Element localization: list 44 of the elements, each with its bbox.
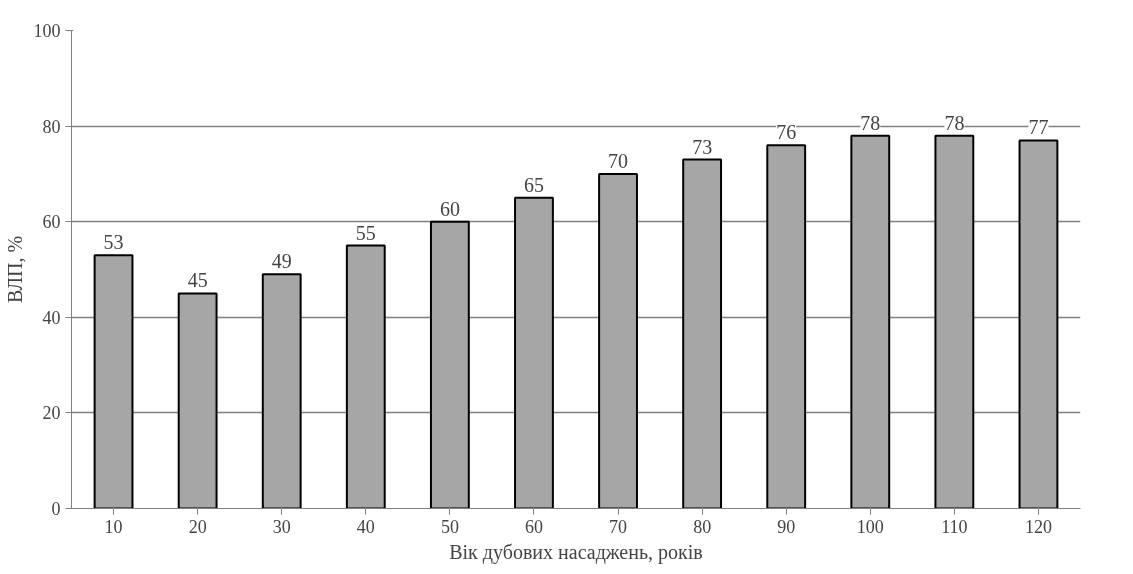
bar [934,134,975,509]
data-label: 53 [103,231,124,254]
x-tick-label: 20 [188,516,207,537]
x-tick-label: 70 [609,516,628,537]
bar [345,244,386,509]
bar [514,196,554,509]
data-label: 49 [271,250,292,273]
x-tick-label: 10 [104,516,123,537]
bar [766,144,807,509]
bar [261,273,302,509]
y-tick-label: 40 [42,307,61,328]
bar [429,220,470,509]
x-tick-label: 80 [693,516,712,537]
x-tick-label: 90 [777,516,796,537]
x-tick-label: 40 [356,516,375,537]
x-tick-label: 50 [440,516,459,537]
data-label: 76 [776,121,797,144]
data-label: 45 [187,269,208,292]
data-label: 70 [608,149,629,172]
x-tick-label: 60 [524,516,543,537]
bar [177,292,218,509]
y-tick-label: 60 [42,212,61,233]
x-tick-label: 120 [1024,516,1052,537]
bar [598,172,638,509]
bar [1018,139,1059,509]
data-label: 73 [692,135,713,158]
bar [682,158,723,509]
bar [850,134,891,509]
x-axis-title: Вік дубових насаджень, років [449,540,703,564]
data-label: 77 [1028,116,1049,139]
y-tick-label: 0 [51,499,61,519]
y-tick-label: 100 [33,21,61,41]
y-tick-label: 20 [42,403,61,424]
x-tick-label: 110 [941,516,968,537]
data-label: 65 [523,173,544,196]
y-axis-title: ВЛП, % [3,235,26,304]
x-tick-label: 100 [856,516,884,537]
data-label: 60 [439,197,460,220]
data-label: 55 [355,221,376,244]
data-label: 78 [860,111,881,134]
data-label: 78 [944,111,965,134]
y-tick-label: 80 [42,116,61,137]
x-tick-label: 30 [272,516,291,537]
bar [93,254,134,509]
